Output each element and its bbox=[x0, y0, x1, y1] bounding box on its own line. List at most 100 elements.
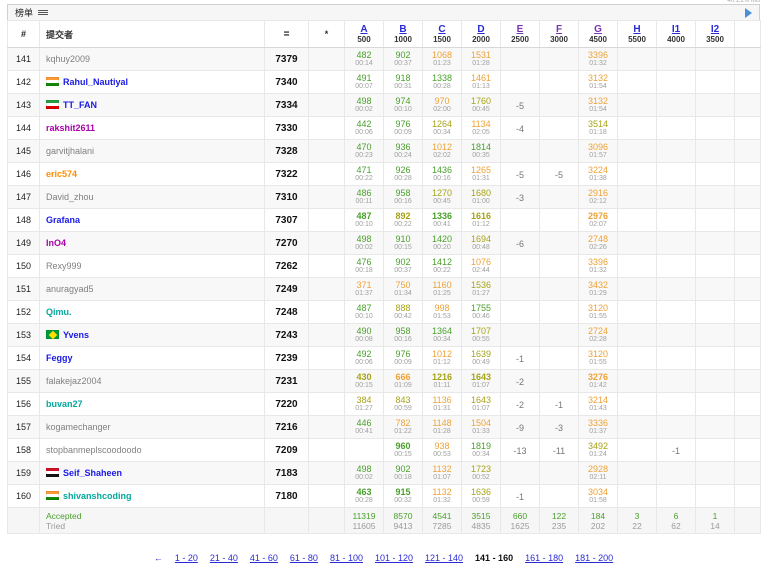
total-score-cell: 7310 bbox=[264, 185, 309, 209]
total-score-cell: 7180 bbox=[264, 484, 309, 508]
problem-cell-E bbox=[500, 70, 540, 94]
user-handle-link[interactable]: shivanshcoding bbox=[63, 491, 132, 501]
pagination-link[interactable]: 81 - 100 bbox=[329, 553, 363, 563]
user-handle-link[interactable]: Seif_Shaheen bbox=[63, 468, 123, 478]
user-handle-link[interactable]: kogamechanger bbox=[46, 422, 111, 432]
tried-count: 22 bbox=[632, 520, 642, 531]
problem-cell-A: 487 00:10 bbox=[344, 300, 384, 324]
user-handle-link[interactable]: stopbanmeplscoodoodo bbox=[46, 445, 142, 455]
solve-time: 02:07 bbox=[589, 221, 607, 228]
problem-link-B[interactable]: B bbox=[399, 24, 407, 35]
total-score-cell: 7334 bbox=[264, 93, 309, 117]
failed-attempts: -2 bbox=[515, 400, 524, 410]
problem-link-I2[interactable]: I2 bbox=[710, 24, 720, 35]
filler-cell bbox=[734, 254, 761, 278]
solve-time: 00:48 bbox=[472, 244, 490, 251]
tried-count: 235 bbox=[551, 520, 567, 531]
problem-points: 1000 bbox=[394, 35, 412, 44]
problem-cell-D: 1643 01:07 bbox=[461, 392, 501, 416]
who-cell: rakshit2611 bbox=[39, 116, 265, 140]
solve-time: 01:38 bbox=[589, 175, 607, 182]
rank-cell: 146 bbox=[7, 162, 40, 186]
user-handle-link[interactable]: eric574 bbox=[46, 169, 78, 179]
list-icon[interactable] bbox=[38, 10, 49, 15]
pagination-link[interactable]: 61 - 80 bbox=[289, 553, 318, 563]
user-handle-link[interactable]: rakshit2611 bbox=[46, 123, 96, 133]
user-handle-link[interactable]: InO4 bbox=[46, 238, 67, 248]
pagination-link[interactable]: 101 - 120 bbox=[374, 553, 414, 563]
problem-link-H[interactable]: H bbox=[633, 24, 641, 35]
user-handle-link[interactable]: Yvens bbox=[63, 330, 90, 340]
problem-cell-H bbox=[617, 116, 657, 140]
user-handle-link[interactable]: Feggy bbox=[46, 353, 73, 363]
accepted-count: 6 bbox=[673, 510, 679, 521]
problem-cell-F bbox=[539, 185, 579, 209]
problem-cell-C: 998 01:53 bbox=[422, 300, 462, 324]
pagination-prev[interactable]: ← bbox=[153, 553, 163, 563]
problem-cell-F bbox=[539, 484, 579, 508]
problem-cell-H bbox=[617, 369, 657, 393]
solve-time: 01:32 bbox=[589, 60, 607, 67]
problem-link-F[interactable]: F bbox=[555, 24, 563, 35]
column-problem-I1: I1 4000 bbox=[656, 20, 696, 48]
tried-count: 62 bbox=[671, 520, 681, 531]
user-handle-link[interactable]: anuragyad5 bbox=[46, 284, 94, 294]
pagination-link[interactable]: 121 - 140 bbox=[425, 553, 464, 563]
rank-cell: 151 bbox=[7, 277, 40, 301]
play-icon[interactable] bbox=[745, 7, 752, 18]
pagination: ← 1 - 20 21 - 40 41 - 60 61 - 80 81 - 100 101 … bbox=[7, 553, 760, 563]
user-handle-link[interactable]: falakejaz2004 bbox=[46, 376, 102, 386]
problem-score: 3034 bbox=[587, 487, 609, 497]
problem-cell-I2 bbox=[695, 139, 735, 163]
problem-link-I1[interactable]: I1 bbox=[671, 24, 681, 35]
pagination-link[interactable]: 161 - 180 bbox=[525, 553, 564, 563]
user-handle-link[interactable]: Grafana bbox=[46, 215, 81, 225]
solve-time: 00:31 bbox=[394, 83, 412, 90]
user-handle-link[interactable]: Qimu. bbox=[46, 307, 72, 317]
problem-score: 970 bbox=[434, 96, 450, 106]
user-handle-link[interactable]: Rexy999 bbox=[46, 261, 82, 271]
problem-link-A[interactable]: A bbox=[360, 24, 368, 35]
hacks-cell bbox=[308, 208, 345, 232]
user-handle-link[interactable]: TT_FAN bbox=[63, 100, 98, 110]
problem-link-E[interactable]: E bbox=[516, 24, 524, 35]
problem-score: 2928 bbox=[587, 464, 609, 474]
filler-cell bbox=[734, 369, 761, 393]
solve-time: 01:22 bbox=[394, 428, 412, 435]
problem-score: 492 bbox=[356, 349, 372, 359]
problem-score: 958 bbox=[395, 326, 411, 336]
problem-cell-C: 1270 00:45 bbox=[422, 185, 462, 209]
problem-score: 902 bbox=[395, 464, 411, 474]
user-handle-link[interactable]: David_zhou bbox=[46, 192, 94, 202]
pagination-link[interactable]: 1 - 20 bbox=[174, 553, 198, 563]
who-cell: falakejaz2004 bbox=[39, 369, 265, 393]
problem-cell-F bbox=[539, 300, 579, 324]
problem-score: 1504 bbox=[470, 418, 492, 428]
problem-cell-I1 bbox=[656, 185, 696, 209]
failed-attempts: -5 bbox=[515, 101, 524, 111]
failed-attempts: -2 bbox=[515, 377, 524, 387]
user-handle-link[interactable]: buvan27 bbox=[46, 399, 83, 409]
pagination-link[interactable]: 41 - 60 bbox=[249, 553, 278, 563]
total-score-cell: 7330 bbox=[264, 116, 309, 140]
problem-cell-F bbox=[539, 323, 579, 347]
problem-cell-D: 1504 01:33 bbox=[461, 415, 501, 439]
pagination-link[interactable]: 181 - 200 bbox=[575, 553, 614, 563]
who-cell: David_zhou bbox=[39, 185, 265, 209]
user-handle-link[interactable]: Rahul_Nautiyal bbox=[63, 77, 129, 87]
problem-score: 1160 bbox=[432, 280, 452, 290]
problem-score: 498 bbox=[356, 464, 372, 474]
user-handle-link[interactable]: kqhuy2009 bbox=[46, 54, 91, 64]
problem-cell-I2 bbox=[695, 70, 735, 94]
problem-link-D[interactable]: D bbox=[477, 24, 485, 35]
problem-cell-I2 bbox=[695, 346, 735, 370]
user-handle-link[interactable]: garvitjhalani bbox=[46, 146, 95, 156]
tried-count: 7285 bbox=[432, 520, 452, 531]
pagination-link[interactable]: 21 - 40 bbox=[209, 553, 238, 563]
problem-link-G[interactable]: G bbox=[594, 24, 602, 35]
solve-time: 01:27 bbox=[355, 405, 373, 412]
problem-cell-A: 498 00:02 bbox=[344, 231, 384, 255]
hacks-cell bbox=[308, 116, 345, 140]
problem-link-C[interactable]: C bbox=[438, 24, 446, 35]
problem-score: 1420 bbox=[431, 234, 453, 244]
